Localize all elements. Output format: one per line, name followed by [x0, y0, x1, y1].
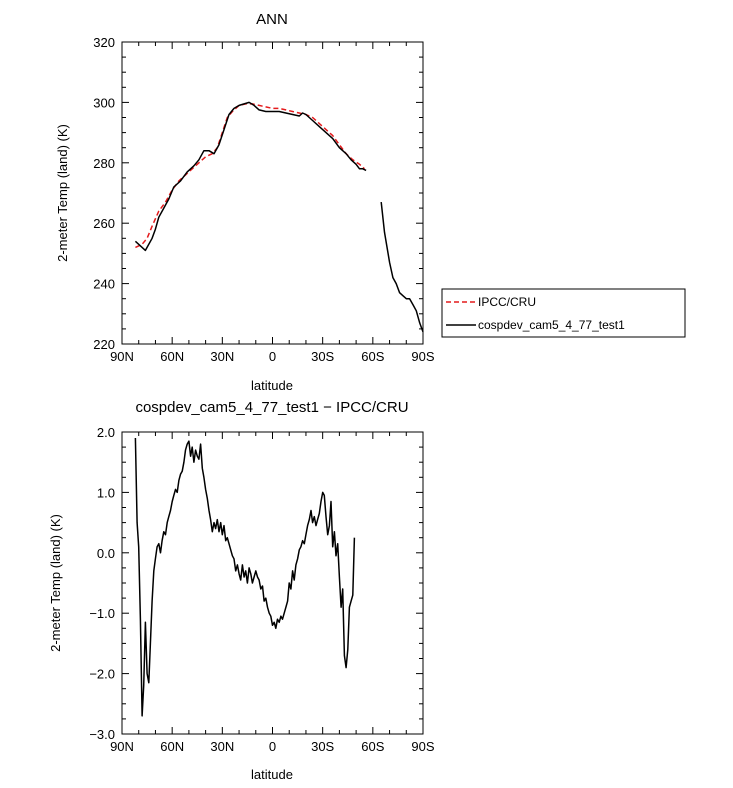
y-tick-label: 300 [93, 95, 115, 110]
bottom-chart-title: cospdev_cam5_4_77_test1 − IPCC/CRU [135, 399, 408, 416]
bottom-panel: cospdev_cam5_4_77_test1 − IPCC/CRU 90N 60… [48, 399, 435, 782]
x-tick-label: 90S [411, 739, 434, 754]
legend: IPCC/CRU cospdev_cam5_4_77_test1 [441, 288, 686, 338]
y-tick-label: 220 [93, 337, 115, 352]
x-tick-label: 30N [210, 739, 234, 754]
x-tick-label: 30N [210, 349, 234, 364]
x-tick-label: 30S [311, 349, 334, 364]
y-tick-label: 1.0 [97, 485, 115, 500]
x-tick-label: 60S [361, 349, 384, 364]
x-tick-label: 90N [110, 739, 134, 754]
y-tick-label: 2.0 [97, 425, 115, 440]
x-tick-label: 60N [160, 349, 184, 364]
bottom-series [134, 437, 356, 717]
y-tick-label: 260 [93, 216, 115, 231]
y-tick-label: 240 [93, 277, 115, 292]
x-tick-label: 90S [411, 349, 434, 364]
bottom-x-axis-label: latitude [251, 767, 293, 782]
top-series [134, 101, 424, 333]
x-tick-label: 90N [110, 349, 134, 364]
bottom-plot-frame [121, 431, 424, 735]
top-ticks: 90N 60N 30N 0 30S 60S 90S 220 240 260 280 300 320 [93, 35, 435, 364]
series-line-1-0-0 [134, 437, 356, 717]
y-tick-label: 0.0 [97, 546, 115, 561]
y-tick-label: 280 [93, 156, 115, 171]
series-line-0-1-0 [134, 101, 367, 252]
y-tick-label: 320 [93, 35, 115, 50]
bottom-ticks: 90N 60N 30N 0 30S 60S 90S −3.0 −2.0 −1.0 0.0 1.0 2.0 [89, 425, 435, 754]
top-panel: ANN 90N 60N 30N 0 30S 60S 90S 220 240 260 280 300 32… [55, 11, 686, 393]
x-tick-label: 0 [269, 739, 276, 754]
top-x-axis-label: latitude [251, 378, 293, 393]
x-tick-label: 0 [269, 349, 276, 364]
x-tick-label: 60N [160, 739, 184, 754]
top-chart-title: ANN [256, 11, 288, 28]
series-line-0-1-1 [380, 202, 424, 333]
legend-box [441, 288, 686, 338]
bottom-y-axis-label: 2-meter Temp (land) (K) [48, 514, 63, 652]
legend-label-model: cospdev_cam5_4_77_test1 [478, 318, 625, 332]
y-tick-label: −3.0 [89, 727, 115, 742]
x-tick-label: 60S [361, 739, 384, 754]
series-line-0-0-0 [135, 103, 366, 249]
legend-label-ipcc-cru: IPCC/CRU [478, 295, 536, 309]
top-plot-frame [121, 41, 424, 345]
y-tick-label: −2.0 [89, 667, 115, 682]
y-tick-label: −1.0 [89, 606, 115, 621]
x-tick-label: 30S [311, 739, 334, 754]
top-y-axis-label: 2-meter Temp (land) (K) [55, 124, 70, 262]
